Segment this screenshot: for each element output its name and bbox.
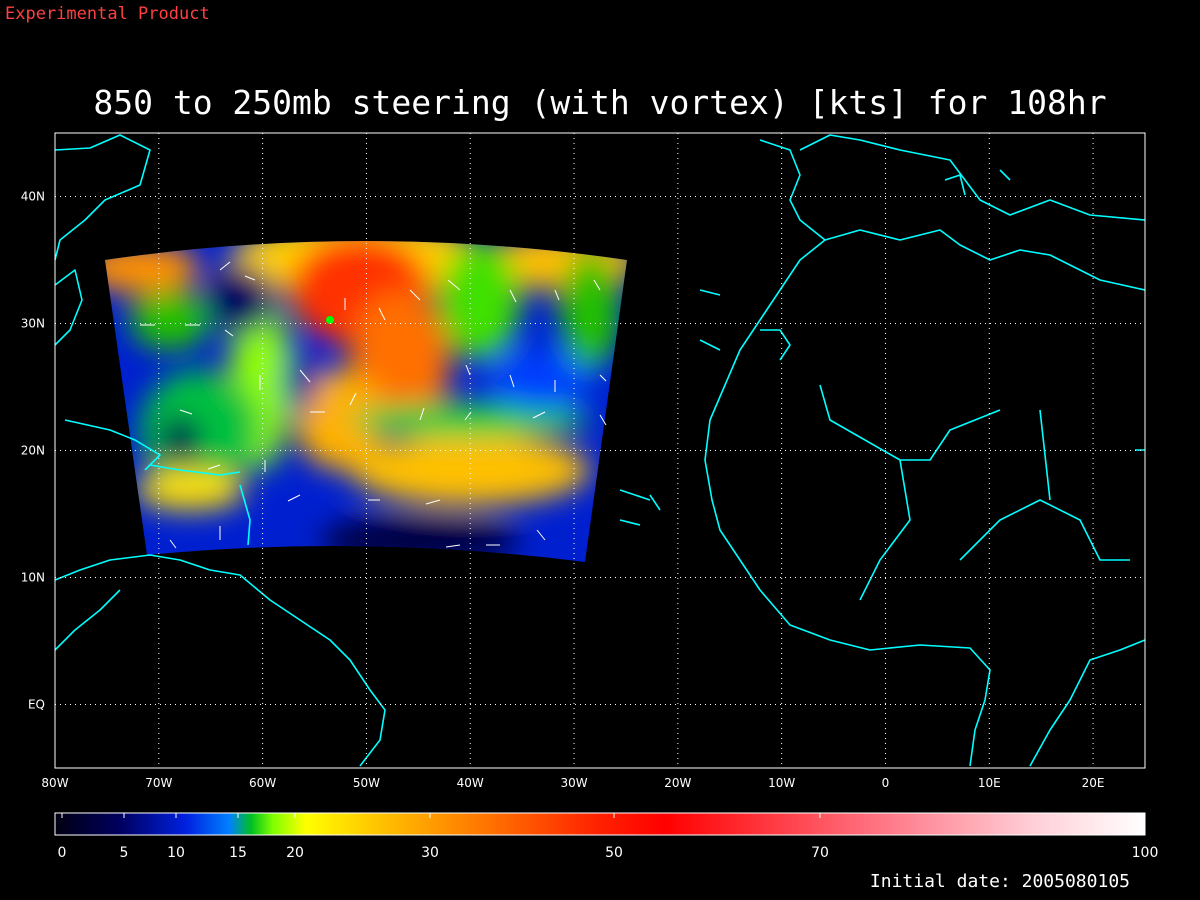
colorbar-tick-label: 50 (605, 845, 623, 861)
product-label: Experimental Product (5, 4, 210, 24)
colorbar-ticks: 0 5 10 15 20 30 50 70 100 (58, 813, 1159, 861)
y-tick-label: 10N (21, 571, 45, 585)
colorbar-tick-label: 0 (58, 845, 67, 861)
x-tick-label: 70W (145, 776, 172, 790)
x-tick-label: 30W (560, 776, 587, 790)
y-tick-label: EQ (28, 698, 45, 712)
y-tick-label: 20N (21, 444, 45, 458)
x-tick-label: 10W (768, 776, 795, 790)
y-tick-label: 30N (21, 317, 45, 331)
coastlines (54, 134, 1146, 767)
colorbar-tick-label: 5 (120, 845, 129, 861)
x-tick-label: 80W (41, 776, 68, 790)
colorbar-tick-label: 70 (811, 845, 829, 861)
x-tick-label: 20W (664, 776, 691, 790)
map-title: 850 to 250mb steering (with vortex) [kts… (93, 83, 1106, 122)
steering-field (105, 241, 627, 562)
colorbar (54, 812, 1146, 836)
axes: 80W 70W 60W 50W 40W 30W 20W 10W 0 10E 20E EQ 10N 20N 3… (21, 132, 1146, 790)
colorbar-tick-label: 10 (167, 845, 185, 861)
colorbar-tick-label: 20 (286, 845, 304, 861)
x-tick-label: 60W (249, 776, 276, 790)
x-tick-label: 0 (882, 776, 890, 790)
colorbar-tick-label: 30 (421, 845, 439, 861)
x-tick-label: 10E (978, 776, 1001, 790)
x-tick-label: 40W (457, 776, 484, 790)
initial-date: Initial date: 2005080105 (870, 871, 1130, 892)
y-tick-label: 40N (21, 190, 45, 204)
colorbar-tick-label: 15 (229, 845, 247, 861)
colorbar-tick-label: 100 (1132, 845, 1159, 861)
wind-vectors (140, 261, 607, 549)
x-tick-label: 50W (353, 776, 380, 790)
x-tick-label: 20E (1082, 776, 1105, 790)
